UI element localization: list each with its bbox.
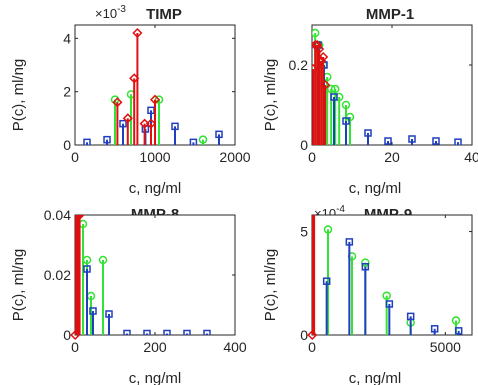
x-axis-label: c, ng/ml <box>129 180 182 197</box>
x-axis-label: c, ng/ml <box>129 370 182 385</box>
marker-square <box>183 329 191 335</box>
marker-square <box>385 300 394 308</box>
marker-circle <box>198 135 208 144</box>
marker-square <box>163 329 171 335</box>
x-tick-label: 400 <box>223 339 247 355</box>
panel-mmp-1: MMP-1 c, ng/ml P(c), ml/ng <box>262 6 414 197</box>
y-tick-label: 5 <box>300 224 308 240</box>
marker-square <box>364 129 372 137</box>
marker-diamond <box>318 51 329 63</box>
marker-circle <box>382 291 391 300</box>
marker-diamond <box>307 329 318 341</box>
marker-diamond <box>149 94 161 105</box>
marker-diamond <box>122 113 133 124</box>
marker-square <box>361 262 370 271</box>
marker-square <box>384 137 392 145</box>
series-group <box>312 28 462 145</box>
marker-square <box>83 265 91 273</box>
y-tick-label: 0.04 <box>44 207 71 223</box>
marker-square <box>143 329 151 335</box>
y-tick-label: 0 <box>300 137 308 153</box>
marker-circle <box>341 100 351 110</box>
marker-square <box>342 117 350 125</box>
marker-circle <box>323 225 333 234</box>
marker-diamond <box>312 39 323 51</box>
y-tick-label: 0.2 <box>289 57 309 73</box>
x-tick-label: 5000 <box>430 339 461 355</box>
y-tick-label: 0.02 <box>44 267 71 283</box>
x-tick-label: 0 <box>71 339 79 355</box>
marker-square <box>105 310 113 318</box>
series-group <box>75 215 211 335</box>
marker-diamond <box>320 79 331 91</box>
panel-title: MMP-1 <box>366 6 414 23</box>
marker-square <box>89 307 97 315</box>
marker-square <box>406 312 415 321</box>
y-axis-label: P(c), ml/ng <box>262 59 279 132</box>
y-axis-label: P(c), ml/ng <box>262 249 279 322</box>
marker-circle <box>334 92 344 102</box>
plot-area: 0 1000 2000 0 2 4 <box>63 24 251 165</box>
marker-square <box>203 329 211 335</box>
y-tick-label: 4 <box>63 30 71 46</box>
marker-square <box>103 135 111 144</box>
plot-area: 0 200 400 0 0.02 0.04 <box>44 207 247 355</box>
marker-square <box>454 138 462 145</box>
y-tick-label: 0 <box>63 137 71 153</box>
x-tick-label: 40 <box>464 149 478 165</box>
axes-box <box>311 214 473 336</box>
plot-area: 0 20 40 0 0.2 <box>289 24 478 165</box>
y-tick-label: 0 <box>63 327 71 343</box>
marker-square <box>123 329 131 335</box>
x-tick-label: 200 <box>143 339 167 355</box>
marker-square <box>215 130 223 139</box>
series-group <box>83 27 223 145</box>
marker-square <box>83 138 91 145</box>
marker-square <box>322 277 331 285</box>
marker-square <box>119 119 127 128</box>
panel-timp: TIMP ×10-3 c, ng/ml P(c), ml/ng <box>10 4 182 197</box>
x-tick-label: 1000 <box>139 149 170 165</box>
marker-square <box>408 135 416 143</box>
marker-diamond <box>145 118 157 129</box>
marker-circle <box>82 255 92 265</box>
marker-square <box>171 122 179 131</box>
marker-square <box>432 137 440 145</box>
marker-diamond <box>314 43 325 55</box>
marker-square <box>189 138 198 145</box>
marker-square <box>454 327 463 335</box>
marker-circle <box>345 112 355 122</box>
plot-area: 0 5000 0 5 <box>300 214 473 355</box>
y-axis-label: P(c), ml/ng <box>10 249 27 322</box>
marker-diamond <box>132 27 143 39</box>
marker-square <box>430 325 439 333</box>
panel-title: TIMP <box>146 6 182 23</box>
marker-circle <box>98 255 108 265</box>
x-axis-label: c, ng/ml <box>349 180 402 197</box>
x-tick-label: 0 <box>308 149 316 165</box>
marker-circle <box>361 258 370 267</box>
x-tick-label: 2000 <box>219 149 250 165</box>
y-tick-label: 0 <box>300 327 308 343</box>
marker-circle <box>451 316 461 325</box>
marker-square <box>345 238 354 246</box>
axes-box <box>74 214 236 336</box>
x-tick-label: 20 <box>384 149 400 165</box>
marker-square <box>330 93 338 101</box>
series-group <box>312 215 463 335</box>
marker-circle <box>330 84 340 94</box>
y-tick-label: 2 <box>63 84 71 100</box>
x-tick-label: 0 <box>71 149 79 165</box>
marker-diamond <box>75 215 85 221</box>
marker-diamond <box>139 118 150 129</box>
marker-circle <box>312 28 320 38</box>
marker-diamond <box>70 329 81 341</box>
x-axis-label: c, ng/ml <box>349 370 402 385</box>
x-tick-label: 0 <box>308 339 316 355</box>
marker-diamond <box>112 97 123 108</box>
y-multiplier: ×10-3 <box>95 4 126 21</box>
y-axis-label: P(c), ml/ng <box>10 59 27 132</box>
